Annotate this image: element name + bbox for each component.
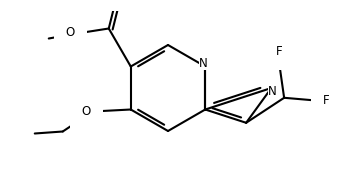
Text: F: F — [323, 94, 330, 107]
Text: N: N — [199, 57, 208, 70]
Text: F: F — [276, 45, 282, 58]
Text: N: N — [268, 84, 277, 98]
Text: O: O — [66, 26, 75, 39]
Text: methyl: methyl — [10, 33, 47, 44]
Text: O: O — [81, 105, 91, 118]
